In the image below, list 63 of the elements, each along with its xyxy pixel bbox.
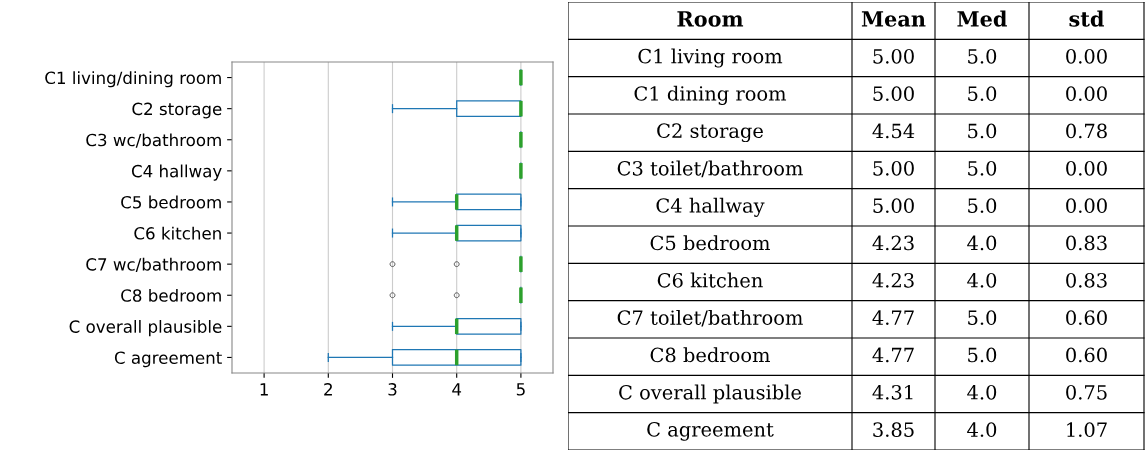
category-label: Med [957, 10, 1007, 27]
text: 0.83 [1066, 235, 1107, 251]
text: 5.0 [968, 347, 997, 363]
category-label: C8 bedroom [650, 347, 770, 363]
category-label: C4 hallway [656, 197, 765, 217]
category-label: C7 toilet/bathroom [617, 309, 803, 327]
category-label: C agreement [647, 421, 774, 441]
text: 5.0 [968, 160, 997, 176]
text: 5.0 [968, 310, 997, 325]
category-label: Mean [861, 11, 926, 27]
category-label: C1 living room [638, 48, 783, 68]
category-label: C6 kitchen [657, 272, 763, 288]
y-tick-label: C4 hallway [131, 164, 222, 181]
text: 5.0 [968, 48, 997, 64]
category-label: Room [677, 11, 744, 27]
y-tick-label: C8 bedroom [121, 288, 221, 302]
y-tick-label: C5 bedroom [121, 195, 221, 209]
category-label: C5 bedroom [650, 235, 770, 251]
y-tick-label: C3 wc/bathroom [86, 133, 221, 148]
text: 5.00 [873, 48, 914, 64]
text: 4.23 [872, 235, 914, 251]
text: 4.31 [872, 384, 913, 400]
y-tick-label: C overall plausible [69, 320, 222, 337]
text: 4.0 [967, 272, 997, 288]
text: 5.0 [968, 86, 997, 101]
x-tick-label: 2 [324, 383, 332, 396]
x-tick-label: 1 [260, 383, 268, 396]
text: 5.0 [968, 123, 997, 139]
text: 4.0 [967, 235, 997, 251]
category-label: C overall plausible [619, 384, 801, 404]
text: 5.0 [968, 198, 997, 213]
y-tick-label: C2 storage [132, 102, 222, 119]
text: 0.00 [1066, 160, 1107, 176]
y-tick-label: C6 kitchen [134, 226, 221, 240]
text: 4.0 [967, 422, 997, 437]
text: 4.77 [872, 310, 914, 325]
x-tick-label: 3 [388, 383, 397, 396]
y-tick-label: C agreement [114, 351, 222, 368]
text: 0.00 [1066, 86, 1107, 101]
text: 4.77 [872, 347, 914, 363]
text: 0.83 [1066, 272, 1107, 288]
text: 4.54 [872, 123, 915, 139]
x-tick-label: 5 [516, 383, 525, 396]
text: 4.23 [872, 272, 914, 288]
text: 3.85 [873, 422, 914, 437]
category-label: C2 storage [657, 123, 763, 143]
text: 5.00 [873, 198, 914, 213]
text: 5.00 [873, 86, 914, 101]
text: 0.60 [1066, 310, 1107, 325]
category-label: C3 toilet/bathroom [617, 160, 803, 178]
text: 0.78 [1066, 123, 1107, 139]
category-label: C1 dining room [634, 85, 787, 105]
text: 4.0 [967, 384, 997, 400]
y-tick-label: C7 wc/bathroom [86, 257, 221, 273]
text: 0.60 [1066, 347, 1107, 363]
category-label: std [1069, 10, 1104, 27]
x-tick-label: 4 [452, 383, 462, 396]
y-tick-label: C1 living/dining room [45, 71, 221, 88]
text: 5.00 [873, 160, 914, 176]
text: 1.07 [1067, 422, 1107, 437]
text: 0.75 [1066, 384, 1107, 400]
text: 0.00 [1066, 48, 1107, 64]
text: 0.00 [1066, 198, 1107, 213]
